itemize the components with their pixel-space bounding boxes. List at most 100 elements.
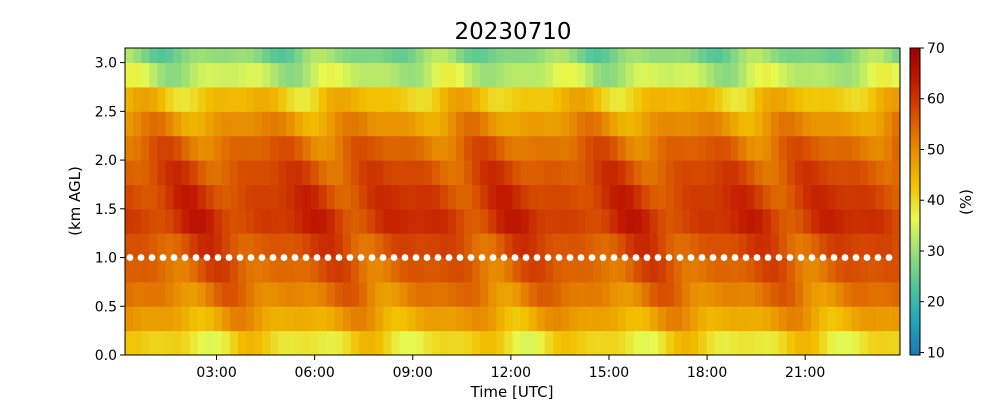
heatmap-cell — [407, 62, 417, 88]
heatmap-cell — [213, 281, 223, 307]
heatmap-cell — [391, 184, 400, 210]
reference-line-dot — [522, 254, 530, 261]
heatmap-cell — [819, 184, 828, 210]
heatmap-cell — [770, 48, 780, 64]
heatmap-cell — [875, 62, 885, 88]
heatmap-cell — [819, 48, 828, 64]
heatmap-cell — [867, 48, 877, 64]
heatmap-cell — [835, 233, 844, 259]
heatmap-cell — [859, 233, 869, 259]
heatmap-cell — [205, 135, 215, 161]
heatmap-cell — [778, 208, 788, 234]
heatmap-cell — [141, 306, 150, 332]
heatmap-cell — [278, 111, 287, 137]
heatmap-cell — [706, 257, 715, 283]
heatmap-cell — [512, 257, 522, 283]
heatmap-cell — [391, 86, 400, 112]
heatmap-cell — [383, 257, 392, 283]
heatmap-cell — [617, 208, 627, 234]
heatmap-cell — [851, 208, 861, 234]
heatmap-cell — [189, 160, 199, 185]
heatmap-cell — [698, 160, 707, 185]
heatmap-cell — [536, 208, 546, 234]
heatmap-cell — [310, 62, 320, 88]
heatmap-cell — [633, 281, 643, 307]
heatmap-cell — [746, 330, 756, 356]
heatmap-cell — [746, 208, 756, 234]
heatmap-cell — [690, 86, 699, 112]
heatmap-cell — [318, 48, 328, 64]
heatmap-cell — [165, 330, 174, 356]
heatmap-cell — [665, 208, 675, 234]
heatmap-cell — [229, 111, 239, 137]
heatmap-cell — [504, 281, 513, 307]
heatmap-cell — [464, 257, 473, 283]
heatmap-cell — [367, 184, 376, 210]
heatmap-cell — [569, 184, 578, 210]
heatmap-cell — [512, 330, 522, 356]
heatmap-cell — [326, 86, 336, 112]
heatmap-cell — [181, 160, 191, 185]
heatmap-cell — [504, 62, 513, 88]
heatmap-cell — [125, 233, 134, 259]
heatmap-cell — [246, 184, 255, 210]
heatmap-cell — [359, 111, 368, 137]
heatmap-cell — [157, 160, 166, 185]
heatmap-cell — [536, 48, 546, 64]
heatmap-cell — [859, 111, 869, 137]
heatmap-cell — [682, 281, 691, 307]
heatmap-cell — [569, 86, 578, 112]
heatmap-cell — [585, 184, 594, 210]
heatmap-cell — [229, 160, 239, 185]
heatmap-cell — [173, 48, 183, 64]
heatmap-cell — [786, 62, 796, 88]
heatmap-cell — [714, 62, 723, 88]
heatmap-cell — [835, 184, 844, 210]
heatmap-cell — [544, 208, 554, 234]
heatmap-cell — [334, 233, 344, 259]
heatmap-cell — [682, 48, 691, 64]
reference-line-dot — [577, 254, 585, 261]
heatmap-cell — [625, 135, 635, 161]
heatmap-cell — [383, 281, 392, 307]
heatmap-cell — [601, 330, 610, 356]
heatmap-cell — [601, 160, 610, 185]
reference-line-dot — [489, 254, 497, 261]
heatmap-cell — [391, 208, 400, 234]
heatmap-cell — [205, 281, 215, 307]
heatmap-cell — [181, 281, 191, 307]
reference-line-dot — [236, 254, 244, 261]
heatmap-cell — [577, 160, 586, 185]
heatmap-cell — [738, 160, 748, 185]
heatmap-cell — [189, 330, 199, 356]
heatmap-cell — [690, 160, 699, 185]
heatmap-cell — [173, 111, 183, 137]
heatmap-cell — [278, 306, 287, 332]
x-tick-label: 09:00 — [393, 365, 433, 381]
heatmap-cell — [577, 62, 586, 88]
reference-line-dot — [698, 254, 706, 261]
heatmap-cell — [843, 184, 853, 210]
reference-line-dot — [643, 254, 651, 261]
heatmap-cell — [593, 86, 602, 112]
heatmap-cell — [423, 111, 433, 137]
heatmap-cell — [738, 330, 748, 356]
heatmap-cell — [867, 86, 877, 112]
heatmap-cell — [302, 48, 312, 64]
heatmap-cell — [738, 306, 748, 332]
heatmap-cell — [762, 135, 772, 161]
heatmap-cell — [391, 62, 400, 88]
heatmap-cell — [181, 208, 191, 234]
heatmap-cell — [423, 208, 433, 234]
heatmap-cell — [665, 62, 675, 88]
heatmap-cell — [496, 306, 505, 332]
heatmap-cell — [197, 135, 207, 161]
heatmap-cell — [641, 184, 651, 210]
heatmap-cell — [399, 257, 409, 283]
heatmap-cell — [819, 208, 828, 234]
heatmap-cell — [189, 86, 199, 112]
heatmap-cell — [601, 306, 610, 332]
heatmap-cell — [528, 257, 538, 283]
heatmap-cell — [488, 208, 497, 234]
reference-line-dot — [709, 254, 717, 261]
